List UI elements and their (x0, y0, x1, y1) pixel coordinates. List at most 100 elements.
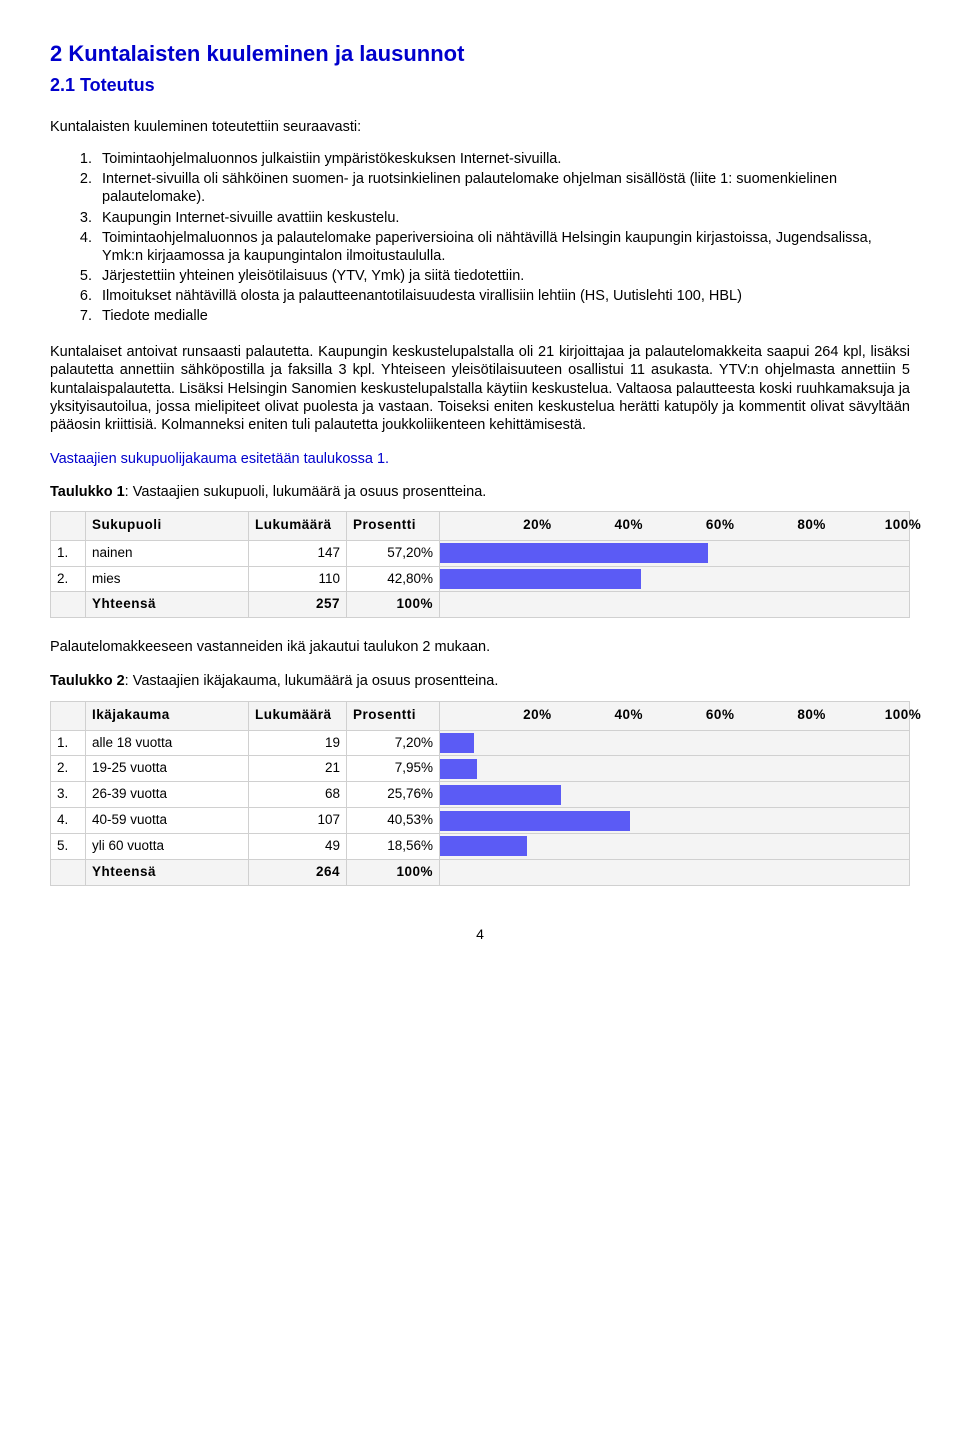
row-bar-cell (440, 756, 910, 782)
list-item: Ilmoitukset nähtävillä olosta ja palautt… (96, 287, 910, 305)
row-name: nainen (86, 540, 249, 566)
table-row: 1.nainen14757,20% (51, 540, 910, 566)
section-heading: 2 Kuntalaisten kuuleminen ja lausunnot (50, 40, 910, 68)
row-name: 26-39 vuotta (86, 782, 249, 808)
col-header-name: Ikäjakauma (86, 701, 249, 730)
subsection-heading: 2.1 Toteutus (50, 74, 910, 97)
row-count: 147 (249, 540, 347, 566)
body-paragraph-1: Kuntalaiset antoivat runsaasti palautett… (50, 343, 910, 434)
table-total-row: Yhteensä257100% (51, 592, 910, 618)
table-header-row: IkäjakaumaLukumääräProsentti 20% 40% 60% 80%… (51, 701, 910, 730)
total-label: Yhteensä (86, 592, 249, 618)
table-row: 5.yli 60 vuotta4918,56% (51, 834, 910, 860)
row-pct: 57,20% (347, 540, 440, 566)
intro-text: Kuntalaisten kuuleminen toteutettiin seu… (50, 118, 910, 136)
row-index: 4. (51, 808, 86, 834)
table-row: 3.26-39 vuotta6825,76% (51, 782, 910, 808)
bar-fill (440, 543, 708, 563)
table1: SukupuoliLukumääräProsentti 20% 40% 60% 80% 1… (50, 511, 910, 619)
row-pct: 25,76% (347, 782, 440, 808)
list-item: Toimintaohjelmaluonnos ja palautelomake … (96, 229, 910, 265)
row-pct: 42,80% (347, 566, 440, 592)
row-count: 49 (249, 834, 347, 860)
axis-tick: 100% (885, 516, 922, 536)
row-bar-cell (440, 782, 910, 808)
row-bar-cell (440, 566, 910, 592)
table1-caption: Taulukko 1: Vastaajien sukupuoli, lukumä… (50, 483, 910, 501)
axis-tick: 100% (885, 706, 922, 726)
bar-fill (440, 733, 474, 753)
list-item: Toimintaohjelmaluonnos julkaistiin ympär… (96, 150, 910, 168)
bar-fill (440, 569, 641, 589)
axis-tick: 60% (706, 706, 735, 726)
axis-tick: 80% (797, 706, 826, 726)
col-header-axis: 20%40%60%80%100% (440, 511, 910, 540)
bar-fill (440, 836, 527, 856)
col-header-name: Sukupuoli (86, 511, 249, 540)
axis-tick: 80% (797, 516, 826, 536)
col-header-count: Lukumäärä (249, 511, 347, 540)
row-bar-cell (440, 540, 910, 566)
table1-caption-bold: Taulukko 1 (50, 484, 125, 500)
row-bar-cell (440, 730, 910, 756)
row-name: 19-25 vuotta (86, 756, 249, 782)
row-count: 110 (249, 566, 347, 592)
row-bar-cell (440, 808, 910, 834)
row-pct: 7,20% (347, 730, 440, 756)
col-header-pct: Prosentti (347, 511, 440, 540)
body-paragraph-2: Palautelomakkeeseen vastanneiden ikä jak… (50, 638, 910, 656)
table-row: 4.40-59 vuotta10740,53% (51, 808, 910, 834)
row-count: 107 (249, 808, 347, 834)
bar-fill (440, 811, 630, 831)
table-row: 2.19-25 vuotta217,95% (51, 756, 910, 782)
table-header-row: SukupuoliLukumääräProsentti20%40%60%80%1… (51, 511, 910, 540)
axis-tick: 40% (615, 516, 644, 536)
total-pct: 100% (347, 859, 440, 885)
table1-caption-rest: : Vastaajien sukupuoli, lukumäärä ja osu… (125, 484, 487, 500)
col-header-axis: 20%40%60%80%100% (440, 701, 910, 730)
table2-caption-bold: Taulukko 2 (50, 673, 125, 689)
row-pct: 18,56% (347, 834, 440, 860)
table2: IkäjakaumaLukumääräProsentti 20% 40% 60% 80%… (50, 701, 910, 886)
table-row: 2.mies11042,80% (51, 566, 910, 592)
list-item: Internet-sivuilla oli sähköinen suomen- … (96, 170, 910, 206)
row-index: 3. (51, 782, 86, 808)
list-item: Kaupungin Internet-sivuille avattiin kes… (96, 209, 910, 227)
row-name: yli 60 vuotta (86, 834, 249, 860)
table-total-row: Yhteensä264100% (51, 859, 910, 885)
table1-lead: Vastaajien sukupuolijakauma esitetään ta… (50, 450, 910, 468)
row-bar-cell (440, 834, 910, 860)
axis-tick: 20% (523, 706, 552, 726)
axis-tick: 20% (523, 516, 552, 536)
table-row: 1.alle 18 vuotta197,20% (51, 730, 910, 756)
list-item: Järjestettiin yhteinen yleisötilaisuus (… (96, 267, 910, 285)
col-header-count: Lukumäärä (249, 701, 347, 730)
row-pct: 40,53% (347, 808, 440, 834)
row-count: 68 (249, 782, 347, 808)
table2-caption: Taulukko 2: Vastaajien ikäjakauma, lukum… (50, 672, 910, 690)
axis-tick: 40% (615, 706, 644, 726)
row-index: 1. (51, 540, 86, 566)
row-name: 40-59 vuotta (86, 808, 249, 834)
row-name: alle 18 vuotta (86, 730, 249, 756)
row-index: 5. (51, 834, 86, 860)
total-count: 264 (249, 859, 347, 885)
row-pct: 7,95% (347, 756, 440, 782)
total-pct: 100% (347, 592, 440, 618)
numbered-list: Toimintaohjelmaluonnos julkaistiin ympär… (50, 150, 910, 325)
table2-caption-rest: : Vastaajien ikäjakauma, lukumäärä ja os… (125, 673, 499, 689)
row-count: 19 (249, 730, 347, 756)
row-index: 2. (51, 566, 86, 592)
bar-fill (440, 759, 477, 779)
total-label: Yhteensä (86, 859, 249, 885)
list-item: Tiedote medialle (96, 307, 910, 325)
row-name: mies (86, 566, 249, 592)
total-count: 257 (249, 592, 347, 618)
bar-fill (440, 785, 561, 805)
row-count: 21 (249, 756, 347, 782)
row-index: 1. (51, 730, 86, 756)
row-index: 2. (51, 756, 86, 782)
axis-tick: 60% (706, 516, 735, 536)
page-number: 4 (50, 926, 910, 944)
col-header-pct: Prosentti (347, 701, 440, 730)
